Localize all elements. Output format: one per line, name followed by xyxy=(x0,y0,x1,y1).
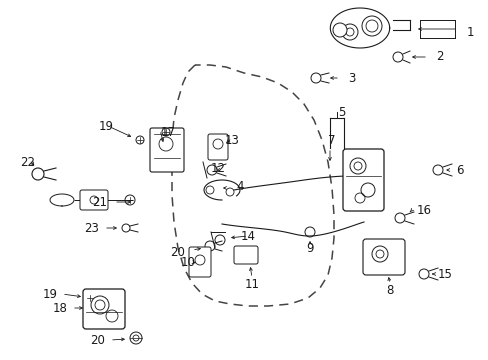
Text: 3: 3 xyxy=(347,72,355,85)
Text: 22: 22 xyxy=(20,156,36,168)
FancyBboxPatch shape xyxy=(83,289,125,329)
Text: 9: 9 xyxy=(305,242,313,255)
Text: 7: 7 xyxy=(327,134,335,147)
Circle shape xyxy=(332,23,346,37)
FancyBboxPatch shape xyxy=(234,246,258,264)
Polygon shape xyxy=(50,194,74,206)
Text: 14: 14 xyxy=(240,230,255,243)
Text: 5: 5 xyxy=(338,105,345,118)
Text: 18: 18 xyxy=(52,302,67,315)
Text: 1: 1 xyxy=(465,26,473,39)
Text: 16: 16 xyxy=(416,203,430,216)
FancyBboxPatch shape xyxy=(342,149,383,211)
FancyBboxPatch shape xyxy=(80,190,108,210)
FancyBboxPatch shape xyxy=(189,247,210,277)
Text: 15: 15 xyxy=(437,267,451,280)
Text: 2: 2 xyxy=(435,50,443,63)
Text: 10: 10 xyxy=(180,256,195,269)
Text: 11: 11 xyxy=(244,279,259,292)
Circle shape xyxy=(341,24,357,40)
FancyBboxPatch shape xyxy=(207,134,227,160)
Circle shape xyxy=(361,16,381,36)
Text: 12: 12 xyxy=(210,162,225,175)
Text: 19: 19 xyxy=(42,288,58,301)
Text: 13: 13 xyxy=(224,134,239,147)
Text: 17: 17 xyxy=(160,126,175,139)
Text: 23: 23 xyxy=(84,221,99,234)
Text: 19: 19 xyxy=(98,120,113,132)
FancyBboxPatch shape xyxy=(362,239,404,275)
Text: 20: 20 xyxy=(90,333,105,346)
Polygon shape xyxy=(330,8,389,48)
Text: 8: 8 xyxy=(386,284,393,297)
Text: 6: 6 xyxy=(455,163,463,176)
Text: 20: 20 xyxy=(170,246,185,258)
FancyBboxPatch shape xyxy=(150,128,183,172)
Text: 4: 4 xyxy=(236,180,243,193)
Text: 21: 21 xyxy=(92,195,107,208)
